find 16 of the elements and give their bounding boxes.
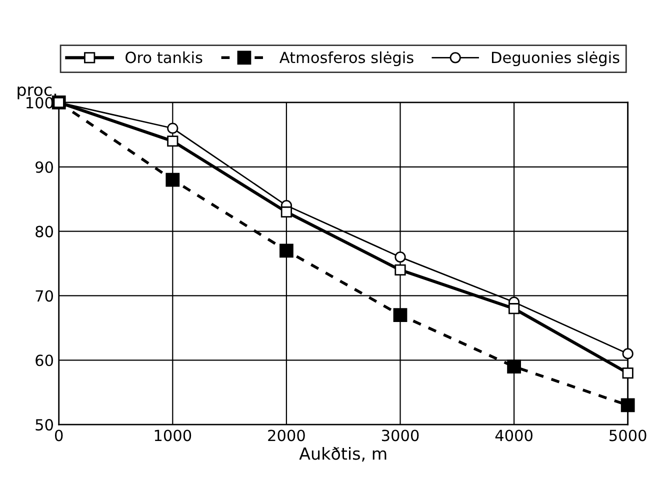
- x-tick-label: 4000: [495, 430, 532, 442]
- x-tick-label: 0: [55, 430, 63, 442]
- legend-label: Deguonies slėgis: [492, 51, 620, 66]
- legend-label: Atmosferos slėgis: [279, 51, 414, 66]
- x-tick-label: 2000: [268, 430, 305, 442]
- x-tick-label: 3000: [382, 430, 419, 442]
- y-axis-title: proc.: [18, 86, 56, 100]
- y-tick-label: 50: [36, 419, 53, 431]
- x-tick-label: 1000: [154, 430, 192, 442]
- y-tick-label: 80: [36, 226, 53, 238]
- legend-label: Oro tankis: [126, 51, 202, 64]
- y-tick-label: 90: [36, 161, 53, 173]
- y-tick-label: 70: [36, 290, 53, 302]
- x-axis-title: Aukðtis, m: [299, 446, 386, 462]
- x-tick-label: 5000: [610, 430, 646, 442]
- y-tick-label: 60: [36, 354, 53, 366]
